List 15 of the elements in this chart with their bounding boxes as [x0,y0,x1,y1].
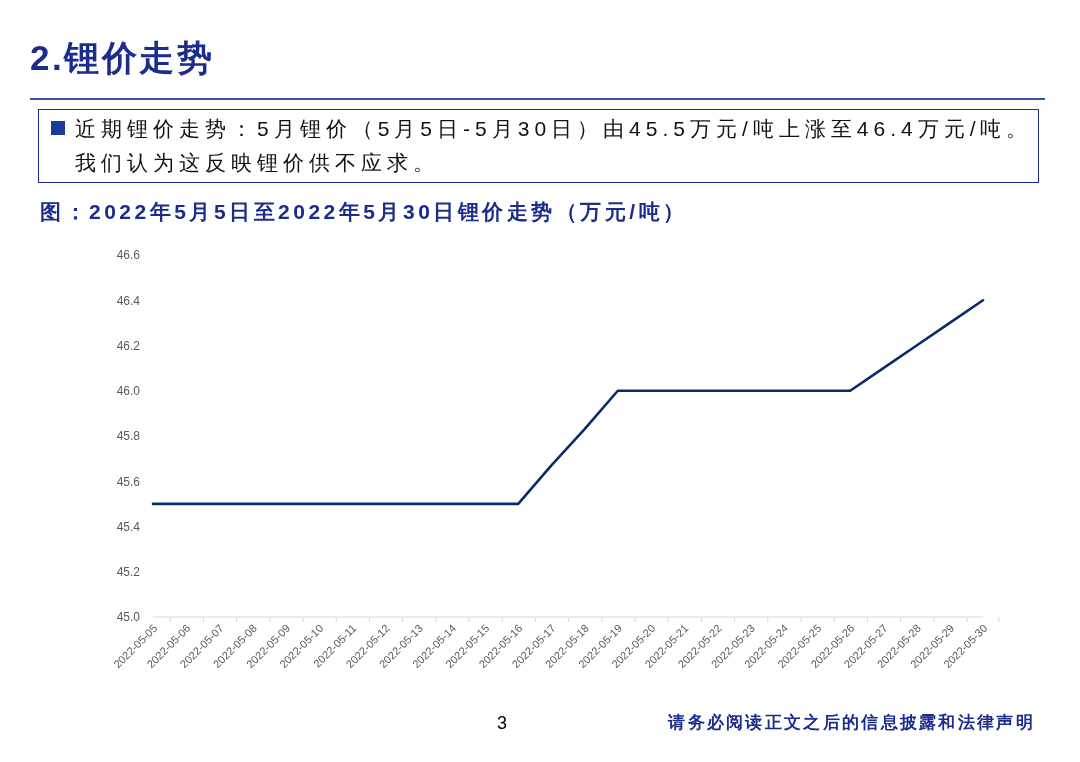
y-tick-label: 46.6 [116,248,141,263]
y-tick-label: 46.4 [116,293,141,308]
y-tick-label: 45.4 [116,519,141,534]
y-tick-label: 45.0 [116,610,141,625]
y-tick-label: 46.0 [116,384,141,399]
y-tick-label: 45.6 [116,474,141,489]
text: 图：2022年5月5日至2022年5月30日锂价走势（万元/吨） [40,199,688,225]
y-tick-label: 45.2 [116,565,141,580]
text: 请务必阅读正文之后的信息披露和法律声明 [668,712,1035,734]
line-series [151,298,985,506]
chart-subtitle: 近期锂价走势：5月锂价（5月5日-5月30日）由45.5万元/吨上涨至46.4万元/吨。我们认为这反映锂价供不应求。 [75,116,1034,176]
chart-title: 2.锂价走势 [30,37,215,79]
y-tick-label: 45.8 [116,429,141,444]
text: 3 [496,713,508,734]
y-tick-label: 46.2 [116,338,141,353]
